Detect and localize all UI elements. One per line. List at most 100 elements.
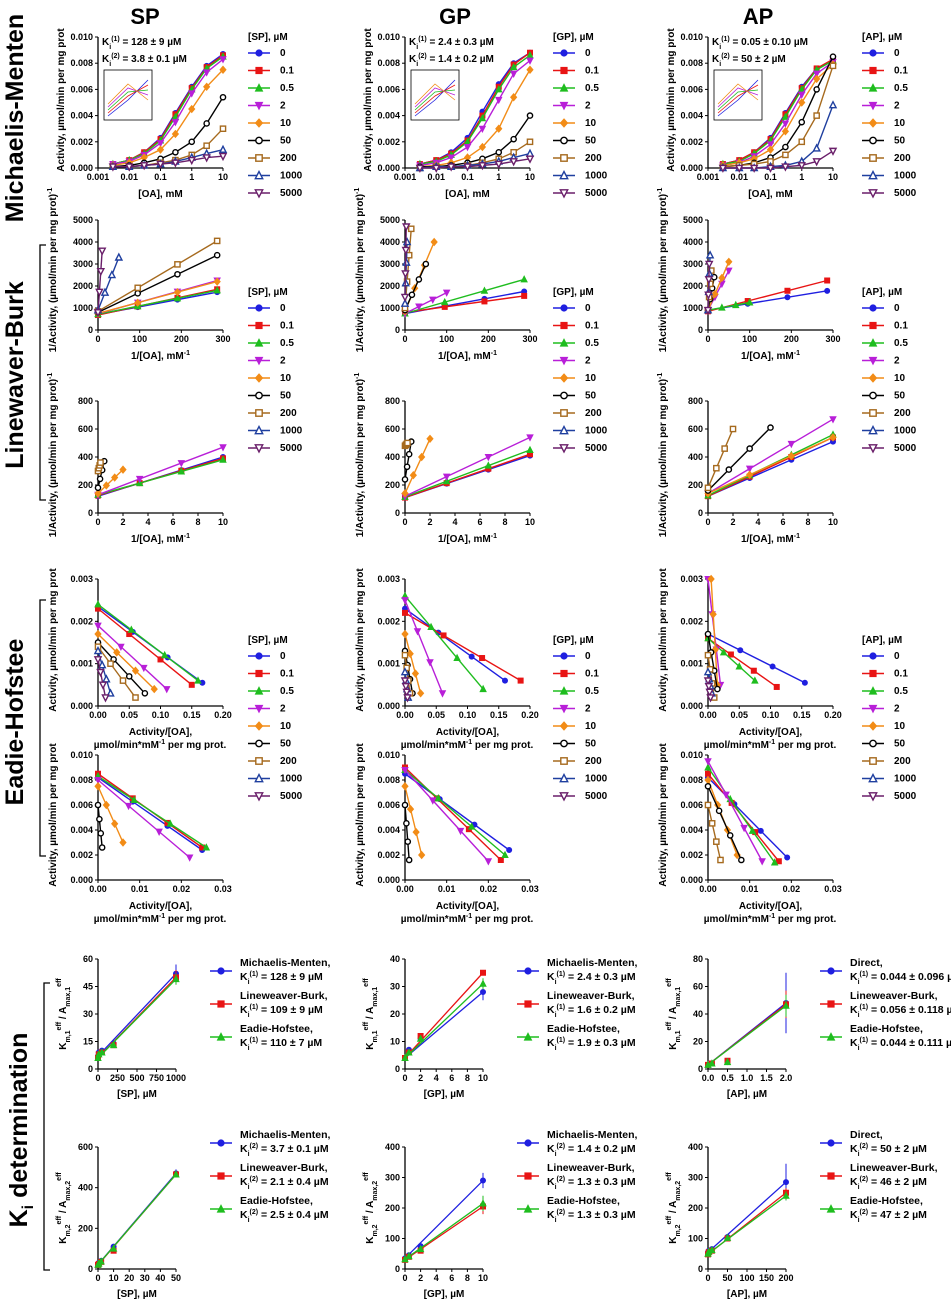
data-point: [798, 98, 806, 107]
legend-label: 10: [280, 721, 292, 732]
column-header-ap: AP: [743, 4, 774, 29]
data-point: [93, 646, 103, 655]
data-point: [757, 827, 764, 834]
eh1-fit-200: [707, 655, 715, 698]
bracket-lineweaver-burk: [39, 244, 46, 501]
label-part: i: [858, 1045, 860, 1052]
data-point: [732, 300, 740, 309]
y-tick-label: 0: [395, 325, 400, 335]
fit-Eadie-Hofstee: [707, 1005, 787, 1066]
legend-label: 50: [585, 136, 597, 147]
x-tick-label: 200: [174, 334, 189, 344]
ki-legend-value: Ki(1) = 0.044 ± 0.111 µM: [850, 1037, 951, 1052]
eh1-panel-sp: 0.00 0.05 0.10 0.15 0.200.0000.0010.0020.003…: [48, 568, 303, 802]
data-point: [705, 260, 714, 269]
label-part: / A: [365, 1201, 376, 1216]
data-point: [432, 164, 441, 173]
legend-marker: [254, 373, 264, 383]
legend-marker: [559, 444, 569, 454]
ki-legend-value: Ki(1) = 1.9 ± 0.3 µM: [547, 1037, 636, 1052]
eh1-fit-0: [707, 633, 806, 684]
legend-title: [AP], µM: [862, 32, 902, 43]
x-tick-label: 40: [155, 1273, 165, 1283]
data-point: [797, 91, 806, 99]
lb1-fit-5000: [707, 263, 710, 311]
y-tick-label: 20: [693, 1037, 703, 1047]
x-tick-label: 0.01: [120, 172, 138, 182]
label-part: eff: [56, 1172, 63, 1181]
x-axis-label: 1/[OA], mM-1: [438, 533, 497, 545]
y-tick-label: 400: [688, 452, 703, 462]
data-point: [426, 434, 434, 444]
data-point: [703, 667, 713, 676]
data-point: [705, 688, 714, 697]
y-tick-label: 60: [83, 954, 93, 964]
legend-marker: [559, 721, 569, 731]
data-point: [526, 112, 534, 119]
data-point: [218, 152, 228, 162]
legend-marker: [869, 739, 877, 748]
data-point: [134, 298, 142, 307]
data-point: [96, 668, 105, 678]
x-axis-label: Activity/[OA],: [739, 901, 803, 912]
label-part: (1): [250, 971, 259, 978]
label-part: 1/Activity, (µmol/min per mg prot): [355, 194, 366, 352]
y-tick-label: 0.004: [680, 111, 703, 121]
x-tick-label: 2: [730, 517, 735, 527]
label-part: = 50 ± 2 µM: [730, 54, 786, 65]
data-point: [213, 277, 221, 286]
y-tick-label: 4000: [683, 237, 703, 247]
x-tick-label: 0.20: [824, 710, 842, 720]
y-tick-label: 3000: [683, 259, 703, 269]
legend-marker: [560, 49, 568, 57]
x-tick-label: 0: [705, 517, 710, 527]
legend-marker: [254, 356, 264, 366]
label-part: K: [712, 54, 720, 65]
legend-label: 200: [894, 756, 911, 767]
data-point: [704, 276, 714, 285]
legend-label: 0.5: [280, 338, 294, 349]
legend-label: 200: [585, 153, 602, 164]
label-part: K: [409, 37, 417, 48]
data-point: [400, 667, 410, 676]
label-part: m,2: [675, 1224, 682, 1236]
data-point: [526, 138, 534, 146]
label-part: µmol/min*mM: [94, 740, 159, 751]
data-point: [127, 625, 136, 633]
label-part: max,1: [65, 987, 72, 1007]
inset-series: [107, 89, 149, 111]
inset-series: [107, 84, 149, 114]
data-point: [495, 124, 503, 133]
data-point: [442, 473, 451, 481]
legend-marker: [255, 391, 263, 400]
data-point: [509, 158, 518, 167]
y-axis-label: 1/Activity, (µmol/min per mg prot)-1: [354, 373, 366, 538]
data-point: [94, 629, 102, 639]
data-point: [766, 145, 775, 154]
data-point: [96, 475, 104, 483]
label-part: (2): [111, 53, 120, 60]
y-tick-label: 0: [395, 1064, 400, 1074]
y-tick-label: 0: [88, 1264, 93, 1274]
x-tick-label: 0: [402, 334, 407, 344]
inset-series: [414, 79, 456, 117]
data-point: [434, 794, 443, 802]
eh2-fit-2: [707, 760, 763, 862]
label-part: per mg prot.: [472, 914, 533, 925]
ki-legend-method: Lineweaver-Burk,: [850, 1162, 938, 1174]
eh1-fit-0.1: [707, 637, 778, 688]
data-point: [95, 288, 104, 297]
eh2-fit-200: [707, 804, 722, 861]
ki-legend-marker: [524, 1172, 532, 1180]
data-point: [781, 127, 790, 136]
ki-k1-panel-ap: 0.0 0.5 1.0 1.5 2.0 0 20 40 60 80 [AP], µM Km,1eff …: [666, 954, 951, 1100]
legend-marker: [559, 686, 569, 695]
legend-marker: [255, 739, 263, 748]
legend-label: 5000: [894, 188, 917, 199]
x-tick-label: 200: [784, 334, 799, 344]
label-part: -1: [491, 350, 497, 357]
legend-label: 0: [585, 651, 591, 662]
label-part: (1): [721, 36, 730, 43]
legend-label: 0.5: [280, 686, 294, 697]
legend-marker: [869, 66, 877, 75]
